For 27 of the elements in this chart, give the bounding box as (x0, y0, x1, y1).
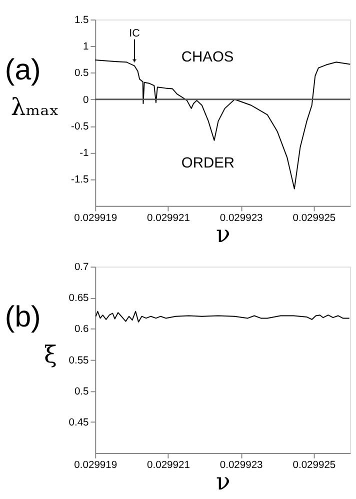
y-axis-title: ξ (44, 340, 57, 368)
y-tick-label: 0 (83, 94, 90, 106)
y-tick-label: 0.6 (74, 324, 90, 336)
x-tick-label: 0.029919 (74, 213, 118, 224)
y-tick-label: -1 (80, 148, 90, 160)
y-tick-label: 0.65 (68, 293, 90, 304)
text: (b) (4, 300, 41, 334)
annotation: CHAOS (181, 50, 234, 66)
y-tick-label: 0.45 (68, 417, 90, 428)
line-series (95, 310, 350, 322)
x-tick-label: 0.029921 (147, 460, 190, 472)
y-tick-label: 1.5 (74, 14, 90, 26)
y-tick-label: 0.55 (68, 355, 90, 366)
annotation: ORDER (181, 156, 235, 172)
annotation: IC (129, 27, 140, 40)
y-axis-title: λₘₐₓ (10, 93, 60, 122)
y-tick-label: -1.5 (71, 174, 90, 186)
x-tick-label: 0.029925 (292, 460, 336, 472)
y-tick-label: 0.7 (74, 262, 90, 274)
x-tick-label: 0.029925 (292, 213, 336, 224)
y-tick-label: 0.5 (74, 68, 90, 80)
y-tick-label: -0.5 (71, 121, 90, 132)
x-tick-label: 0.029921 (147, 213, 190, 224)
text: (a) (4, 53, 41, 86)
x-tick-label: 0.029919 (74, 460, 118, 472)
y-tick-label: 0.5 (74, 386, 90, 398)
y-tick-label: 1 (83, 42, 90, 53)
